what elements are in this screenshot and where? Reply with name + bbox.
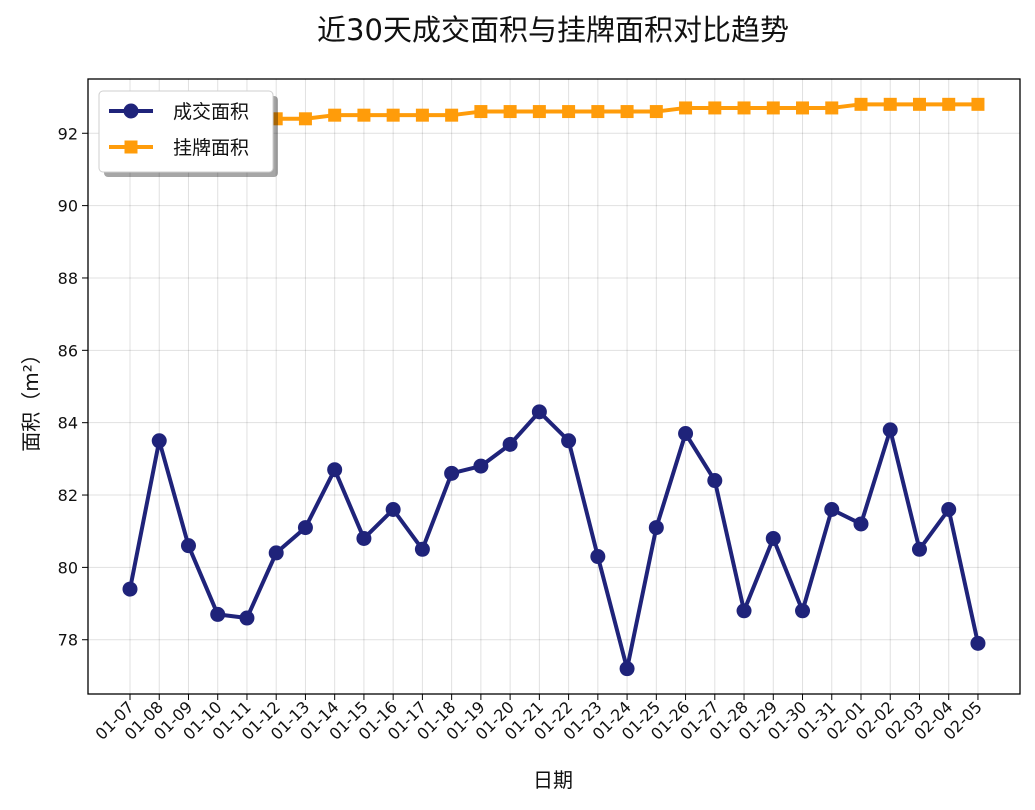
chart-title: 近30天成交面积与挂牌面积对比趋势: [317, 13, 789, 47]
grid: [88, 79, 1020, 694]
data-point: [649, 105, 663, 119]
data-point: [180, 538, 196, 554]
y-tick-label: 78: [58, 631, 78, 650]
data-point: [445, 108, 459, 122]
data-point: [942, 97, 956, 111]
y-axis-label: 面积（m²）: [19, 344, 43, 452]
data-point: [503, 105, 517, 119]
y-tick-label: 88: [58, 269, 78, 288]
data-point: [765, 530, 781, 546]
data-point: [561, 433, 577, 449]
data-point: [766, 101, 780, 115]
legend-label: 成交面积: [173, 101, 249, 123]
x-axis-label: 日期: [533, 768, 573, 792]
data-point: [268, 545, 284, 561]
series-1: [269, 97, 985, 126]
data-point: [707, 473, 723, 489]
data-point: [971, 97, 985, 111]
data-point: [210, 606, 226, 622]
data-point: [444, 465, 460, 481]
data-point: [970, 635, 986, 651]
legend-swatch-marker: [123, 103, 139, 119]
data-point: [415, 108, 429, 122]
legend-label: 挂牌面积: [173, 137, 249, 159]
data-point: [854, 97, 868, 111]
data-point: [825, 101, 839, 115]
data-point: [356, 530, 372, 546]
data-point: [619, 661, 635, 677]
data-point: [385, 502, 401, 517]
data-point: [122, 581, 138, 597]
data-point: [151, 433, 167, 449]
y-tick-label: 92: [58, 124, 78, 143]
legend-swatch-marker: [124, 140, 138, 154]
y-tick-label: 80: [58, 558, 78, 577]
data-point: [532, 105, 546, 119]
data-point: [298, 112, 312, 126]
data-point: [708, 101, 722, 115]
y-tick-label: 86: [58, 341, 78, 360]
data-point: [911, 541, 927, 557]
data-point: [678, 426, 694, 442]
data-point: [737, 101, 751, 115]
data-point: [297, 520, 313, 536]
data-point: [883, 97, 897, 111]
series-layer: [122, 97, 986, 677]
data-point: [502, 436, 518, 452]
data-point: [386, 108, 400, 122]
data-point: [912, 97, 926, 111]
data-point: [796, 101, 810, 115]
data-point: [474, 105, 488, 119]
data-point: [679, 101, 693, 115]
data-point: [473, 458, 489, 474]
data-point: [562, 105, 576, 119]
y-tick-label: 82: [58, 486, 78, 505]
data-point: [941, 502, 957, 517]
data-point: [590, 549, 606, 565]
data-point: [648, 520, 664, 536]
plot-frame: [87, 78, 1021, 695]
data-point: [357, 108, 371, 122]
y-tick-label: 90: [58, 197, 78, 216]
data-point: [795, 603, 811, 619]
data-point: [531, 404, 547, 420]
y-tick-label: 84: [58, 414, 78, 433]
data-point: [591, 105, 605, 119]
series-0: [122, 404, 986, 677]
data-point: [327, 462, 343, 478]
data-point: [239, 610, 255, 626]
data-point: [824, 502, 840, 517]
data-point: [736, 603, 752, 619]
series-line: [128, 409, 980, 671]
data-point: [853, 516, 869, 532]
data-point: [328, 108, 342, 122]
data-point: [882, 422, 898, 438]
data-point: [414, 541, 430, 557]
data-point: [620, 105, 634, 119]
